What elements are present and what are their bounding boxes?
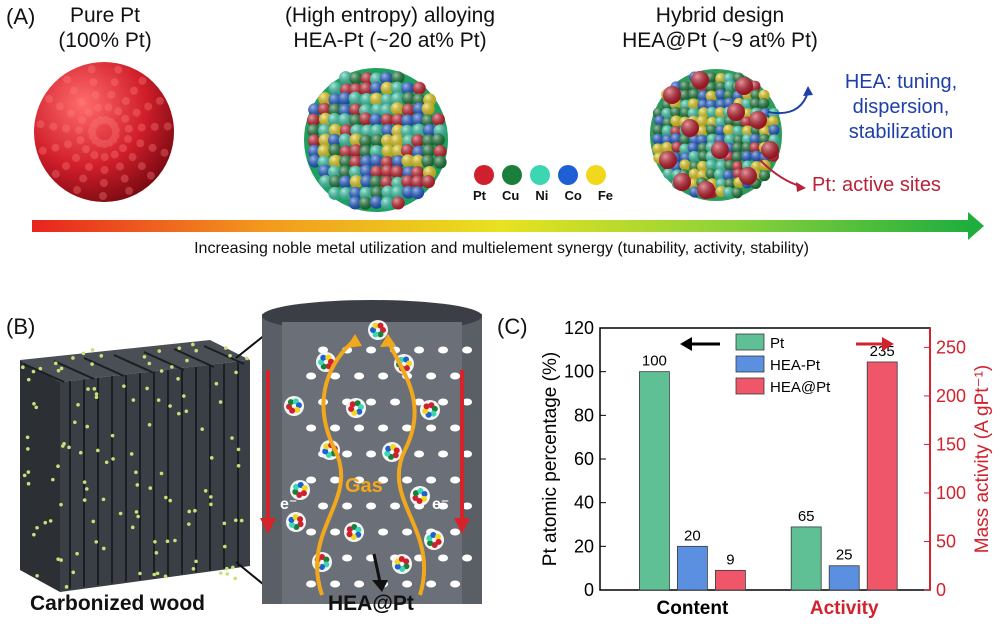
hea-at-pt-label: HEA@Pt bbox=[328, 592, 414, 615]
right-tick-label: 50 bbox=[936, 531, 956, 551]
metal-dot-co bbox=[558, 165, 578, 185]
pure-pt-nanoparticle bbox=[34, 62, 174, 202]
legend-swatch-0 bbox=[735, 333, 765, 351]
gradient-arrow-bar bbox=[32, 220, 970, 232]
left-tick-label: 120 bbox=[564, 318, 594, 338]
bar-chart: 0 20 40 60 80 100 120 0 50 100 150 200 250 Pt atomic … bbox=[540, 318, 993, 619]
legend-label-2: HEA@Pt bbox=[770, 379, 831, 396]
metal-dot-fe bbox=[586, 165, 606, 185]
left-axis-pointer-head bbox=[680, 337, 692, 351]
metal-label-fe: Fe bbox=[597, 188, 613, 203]
hea-at-pt-nanoparticle bbox=[650, 69, 782, 201]
bar-hea-at-pt-content bbox=[714, 569, 746, 591]
bar-hea-pt-activity bbox=[828, 565, 860, 591]
legend-swatch-2 bbox=[735, 377, 765, 395]
hybrid-title: Hybrid design HEA@Pt (~9 at% Pt) bbox=[590, 3, 850, 53]
electron-label-right: e⁻ bbox=[432, 496, 450, 513]
bar-pt-activity bbox=[790, 526, 822, 591]
hea-pt-title-line2: HEA-Pt (~20 at% Pt) bbox=[293, 29, 487, 52]
gas-label: Gas bbox=[345, 475, 383, 497]
pure-pt-title: Pure Pt (100% Pt) bbox=[20, 3, 190, 53]
metal-label-cu: Cu bbox=[502, 188, 520, 203]
bar-hea-at-pt-activity bbox=[866, 361, 898, 591]
right-tick-label: 100 bbox=[936, 483, 966, 503]
bar-hea-pt-content bbox=[676, 545, 708, 591]
hybrid-title-line1: Hybrid design bbox=[655, 4, 785, 27]
left-tick-label: 40 bbox=[574, 493, 594, 513]
legend-swatch-1 bbox=[735, 355, 765, 373]
electron-arrow-left-head bbox=[260, 518, 276, 534]
carbonized-wood-block bbox=[20, 340, 250, 592]
hea-note-line1: HEA: tuning, bbox=[844, 71, 958, 93]
metal-dot-pt bbox=[474, 165, 494, 185]
hea-at-pt-pointer-head bbox=[372, 580, 388, 592]
right-tick-label: 200 bbox=[936, 386, 966, 406]
hea-note-line3: stabilization bbox=[848, 121, 954, 143]
bar-value-label: 9 bbox=[726, 551, 734, 568]
bar-value-label: 25 bbox=[836, 547, 853, 564]
hea-note-arrow bbox=[767, 91, 809, 114]
pure-pt-title-line1: Pure Pt bbox=[69, 4, 141, 27]
metal-legend-dots bbox=[474, 165, 606, 185]
pt-note: Pt: active sites bbox=[812, 174, 941, 196]
carbonized-wood-label: Carbonized wood bbox=[30, 592, 205, 615]
wood-channel-cutaway bbox=[260, 300, 482, 604]
bar-pt-content bbox=[638, 371, 670, 591]
category-label-content: Content bbox=[657, 598, 729, 619]
metal-dot-cu bbox=[502, 165, 522, 185]
gradient-caption: Increasing noble metal utilization and m… bbox=[194, 240, 809, 257]
hea-pt-title-line1: (High entropy) alloying bbox=[284, 4, 496, 27]
category-label-activity: Activity bbox=[810, 598, 879, 619]
hea-pt-title: (High entropy) alloying HEA-Pt (~20 at% … bbox=[255, 3, 525, 53]
hea-pt-nanoparticle bbox=[304, 68, 448, 212]
right-tick-label: 250 bbox=[936, 337, 966, 357]
left-tick-label: 20 bbox=[574, 536, 594, 556]
panel-a-label: (A) bbox=[6, 4, 36, 29]
metal-label-ni: Ni bbox=[535, 188, 549, 203]
panel-b-label: (B) bbox=[6, 314, 36, 339]
gradient-arrowhead bbox=[968, 212, 984, 240]
hea-note: HEA: tuning, dispersion, stabilization bbox=[826, 70, 976, 145]
hea-at-pt-pointer bbox=[372, 553, 382, 583]
bar-value-label: 65 bbox=[798, 508, 815, 525]
pt-note-arrowhead bbox=[796, 182, 806, 192]
right-tick-label: 0 bbox=[936, 580, 946, 600]
hybrid-title-line2: HEA@Pt (~9 at% Pt) bbox=[622, 29, 818, 52]
gas-flow-left-head bbox=[346, 334, 362, 348]
y-axis-left-label: Pt atomic percentage (%) bbox=[540, 352, 561, 566]
right-axis-pointer-head bbox=[882, 337, 894, 351]
panel-a-graphics bbox=[32, 62, 984, 240]
hea-note-line2: dispersion, bbox=[852, 96, 950, 118]
legend-label-1: HEA-Pt bbox=[770, 357, 821, 374]
panel-c-label: (C) bbox=[497, 314, 528, 339]
electron-arrow-right-head bbox=[454, 518, 470, 534]
panel-b-graphics bbox=[20, 300, 482, 604]
metal-legend-labels: Pt Cu Ni Co Fe bbox=[473, 188, 613, 203]
y-axis-right-label: Mass activity (A gPt⁻¹) bbox=[972, 365, 993, 553]
gas-flow-right bbox=[386, 339, 427, 596]
left-tick-label: 80 bbox=[574, 405, 594, 425]
bar-value-label: 100 bbox=[642, 353, 667, 370]
legend-label-0: Pt bbox=[770, 335, 785, 352]
metal-label-pt: Pt bbox=[473, 188, 486, 203]
left-tick-label: 100 bbox=[564, 362, 594, 382]
left-tick-label: 0 bbox=[584, 580, 594, 600]
pure-pt-title-line2: (100% Pt) bbox=[58, 29, 152, 52]
metal-label-co: Co bbox=[564, 188, 582, 203]
electron-label-left: e⁻ bbox=[280, 496, 298, 513]
metal-dot-ni bbox=[530, 165, 550, 185]
left-tick-label: 60 bbox=[574, 449, 594, 469]
gas-flow-right-head bbox=[380, 334, 396, 347]
right-tick-label: 150 bbox=[936, 434, 966, 454]
bar-value-label: 20 bbox=[684, 527, 701, 544]
hea-note-arrowhead bbox=[803, 86, 813, 96]
gas-flow-left bbox=[315, 338, 357, 596]
